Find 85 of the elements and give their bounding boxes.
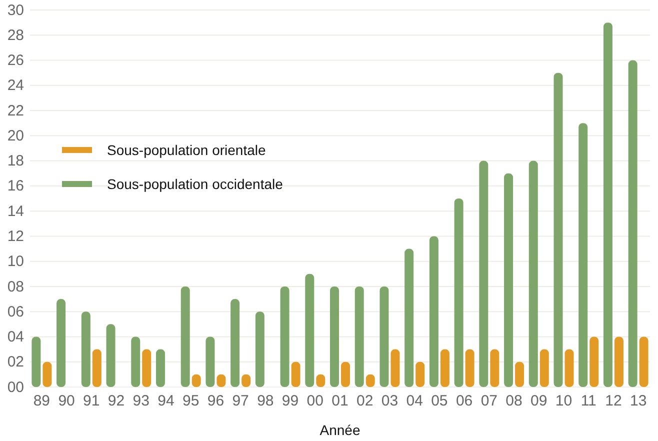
bar (81, 312, 90, 387)
x-tick-label: 08 (506, 392, 522, 410)
bar (429, 236, 438, 387)
x-tick-label: 91 (83, 392, 100, 410)
y-tick-label: 22 (7, 102, 24, 120)
x-tick-label: 98 (257, 392, 274, 410)
bar (454, 198, 464, 387)
bar (206, 336, 215, 387)
bar (628, 60, 638, 387)
y-tick-label: 18 (7, 152, 24, 170)
bar (291, 362, 300, 387)
x-tick-label: 11 (580, 392, 596, 410)
y-tick-label: 26 (7, 52, 24, 70)
x-tick-label: 95 (182, 392, 200, 410)
x-tick-label: 06 (456, 392, 473, 410)
bar (540, 349, 549, 387)
legend-label: Sous-population occidentale (107, 176, 284, 192)
y-tick-label: 02 (7, 354, 24, 371)
x-tick-label: 05 (431, 392, 448, 410)
y-tick-label: 06 (7, 303, 24, 320)
bar (465, 349, 474, 387)
y-tick-label: 16 (7, 178, 24, 195)
bar (142, 349, 152, 387)
x-tick-label: 04 (406, 392, 423, 410)
x-tick-label: 00 (306, 392, 324, 410)
bar (528, 160, 538, 387)
bar (590, 336, 599, 387)
bar (564, 349, 574, 387)
y-tick-label: 28 (7, 26, 24, 44)
bar (156, 349, 165, 387)
x-tick-label: 90 (58, 392, 75, 410)
x-tick-label: 13 (630, 392, 647, 410)
x-tick-label: 92 (108, 392, 125, 410)
bar (131, 336, 140, 387)
bar (504, 173, 514, 387)
bar (42, 362, 52, 387)
bar (440, 349, 450, 387)
x-tick-label: 10 (555, 392, 572, 410)
x-tick-label: 03 (381, 392, 398, 410)
y-tick-label: 00 (7, 378, 24, 396)
y-tick-label: 04 (7, 328, 24, 346)
y-tick-label: 14 (7, 202, 24, 220)
bar (490, 349, 500, 387)
bar (614, 336, 624, 387)
bar (305, 274, 314, 387)
x-axis-title: Année (320, 422, 360, 438)
bar (515, 362, 524, 387)
bar (554, 72, 563, 387)
bar (354, 286, 364, 387)
x-tick-label: 93 (132, 392, 150, 410)
bar (639, 336, 648, 387)
bar (280, 286, 290, 387)
y-tick-label: 12 (7, 228, 24, 245)
x-tick-label: 96 (207, 392, 224, 410)
bar (603, 22, 612, 387)
bar (180, 286, 190, 387)
bar (404, 248, 414, 387)
bar (255, 312, 264, 387)
bar (56, 299, 66, 387)
y-tick-label: 30 (7, 2, 24, 19)
x-tick-label: 97 (232, 392, 249, 410)
bar (230, 299, 240, 387)
bar (479, 160, 488, 387)
bar (380, 286, 389, 387)
bar (578, 123, 588, 387)
x-tick-label: 89 (33, 392, 50, 410)
bar (92, 349, 102, 387)
bar (390, 349, 400, 387)
x-tick-label: 99 (282, 392, 299, 410)
x-tick-label: 09 (530, 392, 548, 410)
x-tick-label: 02 (356, 392, 374, 410)
x-tick-label: 94 (158, 392, 174, 410)
x-tick-label: 07 (480, 392, 498, 410)
y-tick-label: 20 (7, 127, 24, 144)
y-tick-label: 24 (7, 77, 24, 94)
bar (330, 286, 339, 387)
y-tick-label: 10 (7, 253, 24, 270)
x-tick-label: 01 (332, 392, 348, 410)
bar (106, 324, 116, 387)
legend-label: Sous-population orientale (107, 142, 266, 158)
bar (416, 362, 425, 387)
bar (341, 362, 350, 387)
bar (32, 336, 41, 387)
x-tick-label: 12 (605, 392, 622, 410)
y-tick-label: 08 (7, 278, 24, 296)
